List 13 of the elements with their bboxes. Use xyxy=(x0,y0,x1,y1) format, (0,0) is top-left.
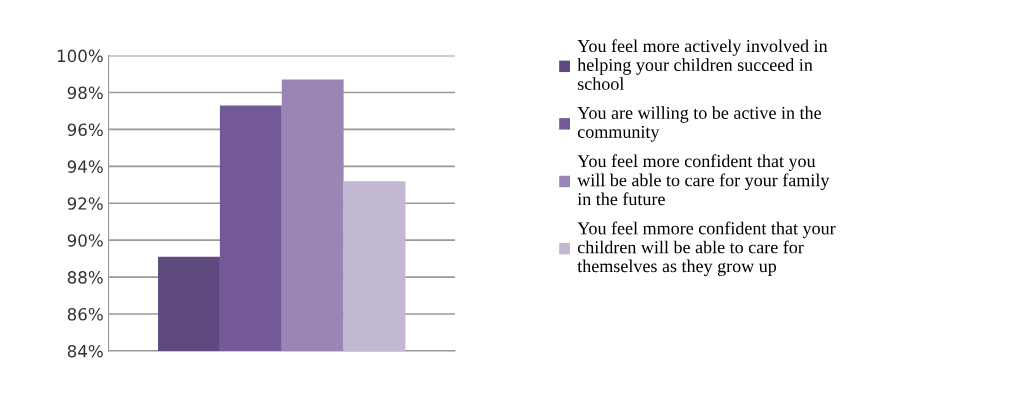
y-tick-label: 84% xyxy=(67,344,103,358)
legend-label: You feel mmore confident that your children will be able to care for themselves as they grow up xyxy=(577,221,836,276)
y-tick-label: 86% xyxy=(67,307,103,321)
y-tick-label: 98% xyxy=(67,86,103,100)
legend-label: You are willing to be active in the community xyxy=(577,106,821,142)
y-tick-label: 100% xyxy=(57,49,103,63)
y-tick-label: 94% xyxy=(67,160,103,173)
legend-label: You feel more actively involved in helping your children succeed in school xyxy=(577,39,828,90)
y-tick-label: 92% xyxy=(67,197,103,210)
y-tick-label: 90% xyxy=(67,234,103,247)
y-tick-label: 96% xyxy=(67,123,103,137)
y-tick-label: 88% xyxy=(67,271,103,284)
legend-label: You feel more confident that you will be able to care for your family in the future xyxy=(577,154,830,206)
